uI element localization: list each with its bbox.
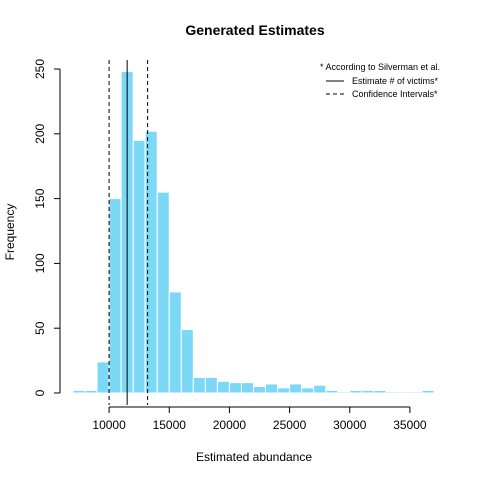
histogram-bar	[421, 389, 435, 394]
histogram-bar	[216, 380, 230, 394]
histogram-bar	[277, 387, 291, 394]
histogram-bar	[228, 382, 242, 394]
histogram-bar	[373, 389, 387, 394]
histogram-bar	[301, 387, 315, 394]
legend-entry-estimate: Estimate # of victims*	[352, 76, 439, 86]
x-tick-label: 30000	[333, 418, 367, 432]
x-tick-label: 25000	[273, 418, 307, 432]
x-axis-label: Estimated abundance	[196, 450, 312, 464]
histogram-bar	[72, 389, 86, 394]
histogram-bar	[361, 389, 375, 394]
histogram-bar	[397, 391, 411, 394]
legend-note: * According to Silverman et al.	[320, 62, 440, 72]
chart-title: Generated Estimates	[185, 22, 324, 38]
histogram-bar	[253, 386, 267, 394]
histogram-bar	[385, 391, 399, 394]
histogram-bar	[84, 389, 98, 394]
y-tick-label: 0	[33, 389, 47, 396]
histogram-bar	[96, 361, 110, 394]
histogram-bar	[265, 383, 279, 394]
histogram-bar	[156, 191, 170, 394]
y-tick-label: 200	[33, 123, 47, 143]
histogram-bar	[144, 130, 158, 394]
legend-entry-confidence: Confidence Intervals*	[352, 89, 438, 99]
histogram-bar	[289, 383, 303, 394]
histogram-bar	[192, 376, 206, 394]
y-tick-label: 100	[33, 253, 47, 273]
histogram-bar	[409, 391, 423, 394]
histogram-bar	[240, 382, 254, 394]
y-tick-label: 150	[33, 188, 47, 208]
histogram-bar	[204, 376, 218, 394]
histogram-bar	[337, 391, 351, 394]
histogram-bar	[108, 198, 122, 394]
x-tick-label: 20000	[213, 418, 247, 432]
x-tick-label: 15000	[153, 418, 187, 432]
histogram-bar	[132, 139, 146, 394]
histogram-bar	[168, 291, 182, 394]
legend: * According to Silverman et al. Estimate…	[320, 62, 440, 99]
y-axis-label: Frequency	[3, 204, 17, 261]
reference-lines-group	[108, 60, 149, 405]
histogram-bar	[325, 389, 339, 394]
histogram-bar	[313, 384, 327, 394]
histogram-bar	[180, 328, 194, 394]
x-axis: 10000 15000 20000 25000 30000 35000	[92, 406, 427, 432]
x-tick-label: 35000	[393, 418, 427, 432]
y-axis: 0 50 100 150 200 250	[33, 59, 61, 396]
x-tick-label: 10000	[92, 418, 126, 432]
histogram-bar	[349, 389, 363, 394]
y-tick-label: 50	[33, 321, 47, 335]
bars-group	[72, 71, 435, 394]
y-tick-label: 250	[33, 59, 47, 79]
